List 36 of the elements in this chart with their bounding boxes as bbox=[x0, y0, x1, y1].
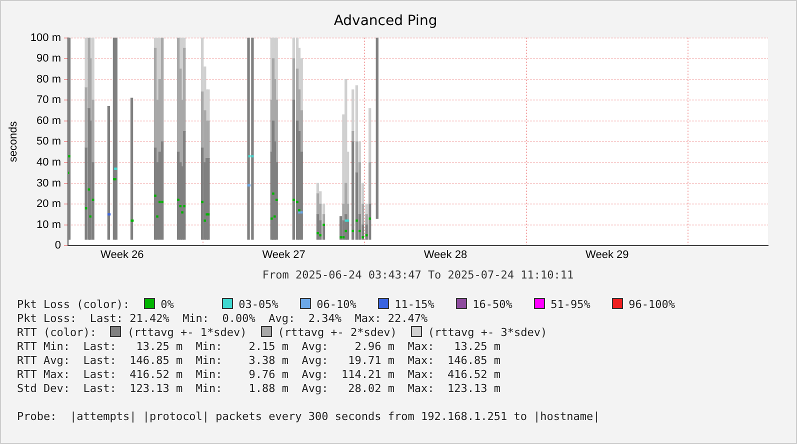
x-axis-title: From 2025-06-24 03:43:47 To 2025-07-24 11:10:11 bbox=[262, 268, 574, 282]
y-tick-label: 60 m bbox=[36, 114, 61, 127]
y-tick-label: 0 bbox=[54, 240, 61, 252]
x-tick-label: Week 26 bbox=[100, 249, 144, 262]
y-tick-label: 40 m bbox=[36, 156, 61, 169]
y-tick-label: 90 m bbox=[36, 52, 61, 65]
x-tick-label: Week 29 bbox=[586, 249, 629, 262]
legend-label: 06-10% bbox=[316, 298, 356, 311]
x-tick-label: Week 28 bbox=[424, 249, 468, 262]
text: RTT Max: Last: 416.52 m Min: 9.76 m Avg: 114.21 m Max: 416.52 m bbox=[17, 368, 500, 381]
legend-label: 16-50% bbox=[472, 298, 512, 311]
text: Pkt Loss (color): bbox=[17, 298, 130, 311]
y-tick-label: 30 m bbox=[36, 177, 61, 190]
y-axis-title: seconds bbox=[8, 120, 20, 162]
y-tick-label: 10 m bbox=[36, 218, 61, 231]
legend-label: 51-95% bbox=[550, 298, 590, 311]
text: Std Dev: Last: 123.13 m Min: 1.88 m Avg: 28.02 m Max: 123.13 m bbox=[17, 382, 500, 395]
text: RTT Avg: Last: 146.85 m Min: 3.38 m Avg: 19.71 m Max: 146.85 m bbox=[17, 354, 500, 367]
legend-label: 96-100% bbox=[628, 298, 675, 311]
legend-label: 0% bbox=[160, 298, 174, 311]
legend-label: (rttavg +- 1*sdev) bbox=[127, 326, 247, 339]
y-tick-label: 70 m bbox=[36, 94, 61, 106]
y-tick-label: 50 m bbox=[36, 136, 61, 148]
legend-label: (rttavg +- 3*sdev) bbox=[428, 326, 548, 339]
legend-label: 11-15% bbox=[394, 298, 434, 311]
chart-title: Advanced Ping bbox=[334, 13, 438, 30]
y-tick-label: 20 m bbox=[36, 198, 61, 210]
legend-label: (rttavg +- 2*sdev) bbox=[278, 326, 397, 339]
text: Probe: |attempts| |protocol| packets every 300 seconds from 192.168.1.251 to |hostname| bbox=[17, 410, 600, 423]
text: RTT Min: Last: 13.25 m Min: 2.15 m Avg: 2.96 m Max: 13.25 m bbox=[17, 340, 500, 353]
text: Pkt Loss: Last: 21.42% Min: 0.00% Avg: 2.34% Max: 22.47% bbox=[17, 312, 428, 325]
y-tick-label: 80 m bbox=[36, 73, 61, 86]
text: RTT (color): bbox=[17, 326, 96, 339]
y-tick-label: 100 m bbox=[30, 32, 61, 44]
legend-label: 03-05% bbox=[238, 298, 278, 311]
x-tick-label: Week 27 bbox=[262, 249, 306, 262]
